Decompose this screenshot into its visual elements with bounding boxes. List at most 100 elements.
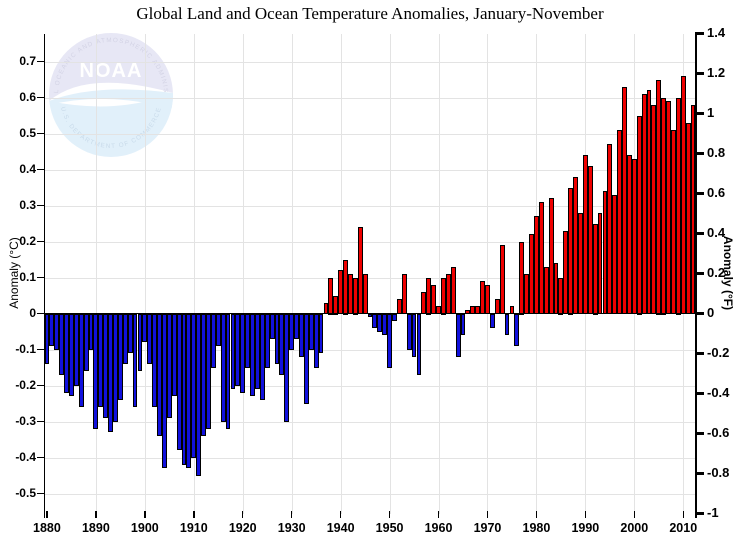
y-axis-label-celsius: Anomaly (°C)	[7, 237, 21, 309]
h-gridline	[44, 349, 696, 351]
chart-title: Global Land and Ocean Temperature Anomal…	[136, 4, 604, 23]
bar-1945	[362, 273, 368, 315]
y-right-tick	[695, 312, 704, 315]
y-left-tick-label: 0.1	[19, 269, 36, 284]
y-left-tick	[37, 276, 44, 279]
y-right-tick-label: -0.6	[707, 425, 730, 440]
y-left-tick-label: 0	[29, 305, 36, 320]
zero-line	[44, 312, 696, 315]
y-left-tick	[37, 384, 44, 387]
y-right-tick	[695, 152, 704, 155]
y-right-tick	[695, 392, 704, 395]
v-gridline	[95, 33, 97, 514]
y-left-tick	[37, 348, 44, 351]
h-gridline	[44, 493, 696, 495]
x-tick-label: 1980	[522, 521, 551, 535]
y-right-tick	[695, 72, 704, 75]
seagull-wing	[49, 89, 173, 109]
y-right-tick-label: -0.2	[707, 345, 730, 360]
y-left-tick-label: -0.2	[15, 377, 36, 392]
bar-1965	[460, 313, 466, 336]
x-tick	[339, 511, 342, 518]
y-left-tick	[37, 456, 44, 459]
y-right-tick	[695, 192, 704, 195]
x-tick	[193, 511, 195, 518]
y-left-tick	[37, 204, 44, 207]
y-left-tick-label: -0.4	[15, 449, 36, 464]
bar-1950	[387, 313, 392, 368]
x-tick	[95, 511, 97, 518]
y-right-tick-label: 0	[707, 305, 715, 320]
y-right-tick-label: -0.8	[707, 465, 730, 480]
v-gridline	[144, 33, 146, 514]
x-tick	[633, 511, 636, 518]
y-left-tick-label: 0.6	[19, 89, 36, 104]
y-right-tick	[695, 352, 704, 355]
y-left-tick	[37, 60, 44, 63]
y-right-tick	[695, 472, 704, 475]
y-right-tick	[695, 432, 704, 435]
bar-1951	[392, 313, 397, 321]
y-right-tick-label: -0.4	[707, 385, 730, 400]
x-tick-label: 2010	[669, 521, 698, 535]
bar-1963	[450, 266, 456, 315]
h-gridline	[44, 61, 696, 63]
y-right-tick-label: 1.2	[707, 65, 726, 80]
h-gridline	[44, 277, 696, 279]
x-tick-label: 1990	[571, 521, 600, 535]
y-axis-label-fahrenheit: Anomaly (°F)	[721, 235, 735, 311]
y-left-tick-label: -0.1	[15, 341, 36, 356]
x-tick	[535, 511, 538, 518]
x-tick-label: 1880	[33, 521, 61, 535]
y-left-tick	[37, 96, 44, 99]
v-gridline	[242, 33, 244, 514]
y-axis-left	[43, 33, 45, 518]
v-gridline	[193, 33, 195, 514]
x-tick-label: 1970	[473, 521, 502, 535]
v-gridline	[438, 33, 440, 514]
v-gridline	[389, 33, 391, 514]
y-left-tick-label: -0.3	[15, 413, 36, 428]
v-gridline	[291, 33, 293, 514]
h-gridline	[44, 241, 696, 243]
y-left-tick-label: 0.7	[19, 53, 36, 68]
y-right-tick	[695, 272, 704, 275]
y-right-tick-label: 0.4	[707, 225, 726, 240]
x-tick-label: 1940	[326, 521, 355, 535]
bar-1970	[485, 284, 490, 315]
y-right-tick-label: 1.4	[707, 25, 726, 40]
x-tick-label: 1920	[228, 521, 257, 535]
x-tick-label: 1900	[130, 521, 159, 535]
x-tick-label: 1910	[179, 521, 208, 535]
bar-1956	[416, 313, 422, 375]
y-left-tick	[37, 420, 44, 423]
y-right-tick-label: -1	[707, 505, 719, 520]
x-tick-label: 2000	[620, 521, 649, 535]
y-right-tick	[695, 32, 704, 35]
logo-noaa-text: NOAA	[80, 60, 143, 82]
y-left-tick-label: 0.5	[19, 125, 36, 140]
h-gridline	[44, 97, 696, 99]
h-gridline	[44, 421, 696, 423]
h-gridline	[44, 457, 696, 459]
x-tick	[290, 511, 293, 518]
x-tick	[486, 511, 489, 518]
h-gridline	[44, 385, 696, 387]
x-tick-label: 1930	[277, 521, 306, 535]
x-tick	[682, 511, 684, 518]
y-left-tick	[37, 168, 44, 171]
bar-1974	[504, 313, 510, 336]
y-left-tick-label: 0.3	[19, 197, 36, 212]
h-gridline	[44, 133, 696, 135]
x-tick-label: 1960	[424, 521, 453, 535]
x-tick	[584, 511, 587, 518]
y-right-tick	[695, 232, 704, 235]
y-right-tick-label: 0.6	[707, 185, 726, 200]
y-axis-right	[695, 33, 697, 518]
x-tick	[241, 511, 244, 518]
bar-1936	[318, 313, 324, 354]
x-tick	[46, 511, 48, 518]
h-gridline	[44, 169, 696, 171]
y-right-tick-label: 0.2	[707, 265, 726, 280]
